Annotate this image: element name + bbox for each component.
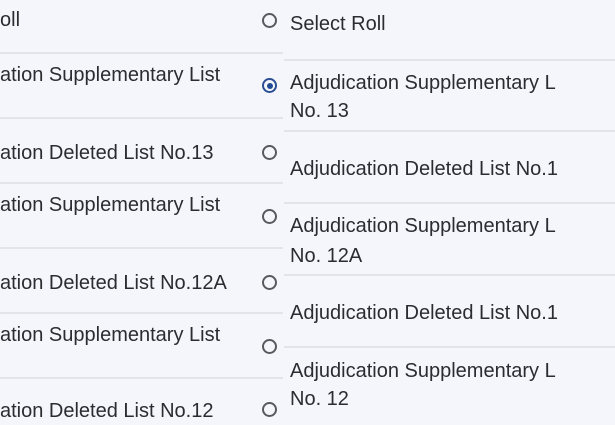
radio-deleted-12a[interactable] bbox=[262, 275, 277, 290]
left-item-1[interactable]: ation Supplementary List bbox=[0, 64, 221, 86]
right-item-1[interactable]: Adjudication Supplementary L bbox=[290, 72, 556, 94]
left-item-0[interactable]: oll bbox=[0, 9, 21, 31]
divider bbox=[0, 182, 283, 184]
divider bbox=[0, 117, 283, 119]
right-item-4[interactable]: Adjudication Deleted List No.1 bbox=[290, 302, 558, 324]
right-item-3-line2[interactable]: No. 12A bbox=[290, 245, 363, 267]
left-item-5[interactable]: ation Supplementary List bbox=[0, 324, 221, 346]
right-item-5[interactable]: Adjudication Supplementary L bbox=[290, 360, 556, 382]
divider bbox=[0, 377, 283, 379]
right-item-1-line2[interactable]: No. 13 bbox=[290, 100, 349, 122]
left-item-4[interactable]: ation Deleted List No.12A bbox=[0, 272, 227, 294]
divider bbox=[284, 130, 615, 132]
divider bbox=[0, 312, 283, 314]
divider bbox=[0, 247, 283, 249]
right-item-3[interactable]: Adjudication Supplementary L bbox=[290, 215, 556, 237]
divider bbox=[284, 274, 615, 276]
right-item-2[interactable]: Adjudication Deleted List No.1 bbox=[290, 158, 558, 180]
radio-deleted-13[interactable] bbox=[262, 145, 277, 160]
left-item-3[interactable]: ation Supplementary List bbox=[0, 194, 221, 216]
radio-select-roll[interactable] bbox=[262, 13, 277, 28]
right-item-5-line2[interactable]: No. 12 bbox=[290, 388, 349, 410]
divider bbox=[0, 52, 283, 54]
radio-supplementary-12a[interactable] bbox=[262, 209, 277, 224]
divider bbox=[284, 202, 615, 204]
right-item-0[interactable]: Select Roll bbox=[290, 13, 386, 35]
radio-supplementary-12[interactable] bbox=[262, 339, 277, 354]
right-roll-list: Select Roll Adjudication Supplementary L… bbox=[284, 0, 615, 410]
radio-supplementary-13-selected[interactable] bbox=[262, 78, 277, 93]
left-item-2[interactable]: ation Deleted List No.13 bbox=[0, 142, 214, 164]
divider bbox=[284, 346, 615, 348]
divider bbox=[284, 59, 615, 61]
left-item-6[interactable]: ation Deleted List No.12 bbox=[0, 400, 214, 422]
